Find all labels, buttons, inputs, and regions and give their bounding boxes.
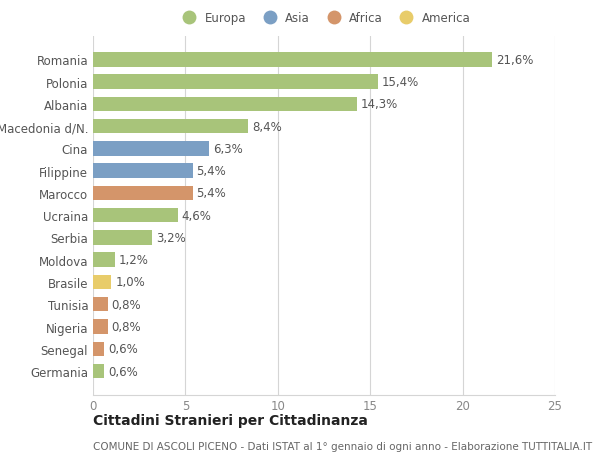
Bar bbox=[93, 275, 112, 290]
Text: 15,4%: 15,4% bbox=[381, 76, 419, 89]
Bar bbox=[93, 319, 108, 334]
Bar bbox=[93, 342, 104, 356]
Text: Cittadini Stranieri per Cittadinanza: Cittadini Stranieri per Cittadinanza bbox=[93, 413, 368, 427]
Bar bbox=[93, 231, 152, 245]
Bar bbox=[93, 364, 104, 379]
Text: 0,8%: 0,8% bbox=[112, 298, 141, 311]
Bar bbox=[93, 186, 193, 201]
Text: 21,6%: 21,6% bbox=[496, 54, 533, 67]
Text: 3,2%: 3,2% bbox=[156, 231, 185, 245]
Text: 0,6%: 0,6% bbox=[108, 365, 137, 378]
Bar bbox=[93, 120, 248, 134]
Bar bbox=[93, 297, 108, 312]
Text: 6,3%: 6,3% bbox=[213, 143, 243, 156]
Bar bbox=[93, 164, 193, 179]
Text: 1,2%: 1,2% bbox=[119, 254, 149, 267]
Legend: Europa, Asia, Africa, America: Europa, Asia, Africa, America bbox=[175, 10, 473, 27]
Bar bbox=[93, 208, 178, 223]
Bar bbox=[93, 97, 357, 112]
Bar bbox=[93, 142, 209, 157]
Text: 5,4%: 5,4% bbox=[196, 165, 226, 178]
Text: 4,6%: 4,6% bbox=[182, 209, 212, 222]
Text: 0,8%: 0,8% bbox=[112, 320, 141, 333]
Bar bbox=[93, 53, 492, 67]
Text: 0,6%: 0,6% bbox=[108, 342, 137, 356]
Text: 5,4%: 5,4% bbox=[196, 187, 226, 200]
Bar bbox=[93, 75, 377, 90]
Text: 1,0%: 1,0% bbox=[115, 276, 145, 289]
Text: 8,4%: 8,4% bbox=[252, 120, 281, 134]
Text: 14,3%: 14,3% bbox=[361, 98, 398, 111]
Bar bbox=[93, 253, 115, 268]
Text: COMUNE DI ASCOLI PICENO - Dati ISTAT al 1° gennaio di ogni anno - Elaborazione T: COMUNE DI ASCOLI PICENO - Dati ISTAT al … bbox=[93, 441, 592, 451]
